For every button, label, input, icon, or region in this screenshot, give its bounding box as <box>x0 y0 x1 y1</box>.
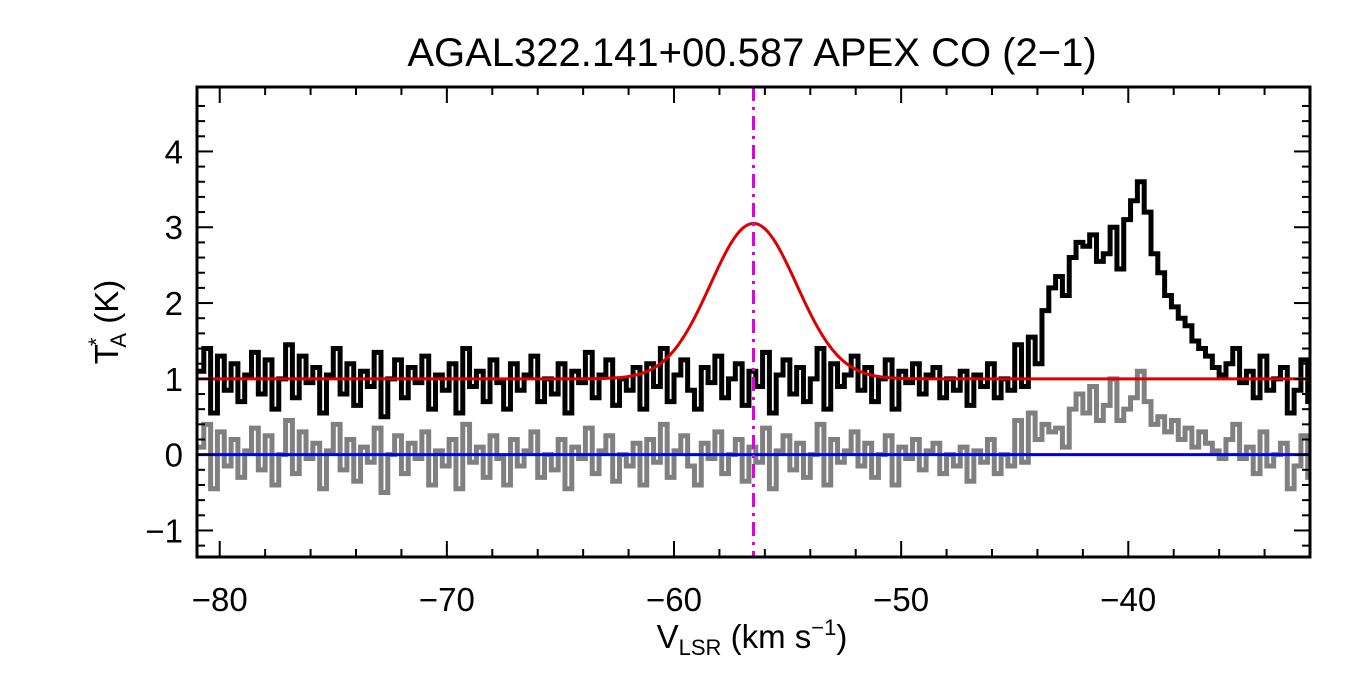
x-label-main: V <box>657 618 679 655</box>
y-label-main: T <box>88 344 125 364</box>
y-axis-label: T*A (K) <box>84 280 131 365</box>
y-tick-label: 2 <box>165 285 183 322</box>
x-label-rest: (km s <box>721 618 811 655</box>
y-tick-label: 4 <box>165 133 183 170</box>
y-label-rest: (K) <box>88 280 125 333</box>
x-label-end: ) <box>836 618 847 655</box>
x-tick-label: −50 <box>873 581 929 618</box>
plot-frame <box>195 85 1312 559</box>
y-tick-label: 1 <box>165 361 183 398</box>
plot-clip-group <box>197 87 1310 557</box>
y-tick-label: 0 <box>165 437 183 474</box>
x-tick-label: −80 <box>192 581 248 618</box>
y-label-sub: A <box>106 333 131 348</box>
y-tick-label: 3 <box>165 209 183 246</box>
x-label-sub: LSR <box>679 635 722 660</box>
x-tick-label: −70 <box>419 581 475 618</box>
axes-layer: −80 −70 −60 −50 −40 −1 0 1 2 3 4 <box>145 85 1312 618</box>
y-label-sup: * <box>84 337 109 346</box>
x-tick-label: −60 <box>646 581 702 618</box>
spectrum-series <box>197 179 1310 420</box>
x-label-sup: −1 <box>811 615 836 640</box>
plot-layer <box>197 87 1310 557</box>
x-tick-label: −40 <box>1100 581 1156 618</box>
y-tick-label: −1 <box>145 512 183 549</box>
x-axis-label: VLSR (km s−1) <box>657 615 848 660</box>
chart-title: AGAL322.141+00.587 APEX CO (2−1) <box>407 31 1096 75</box>
residual-series <box>197 368 1310 496</box>
